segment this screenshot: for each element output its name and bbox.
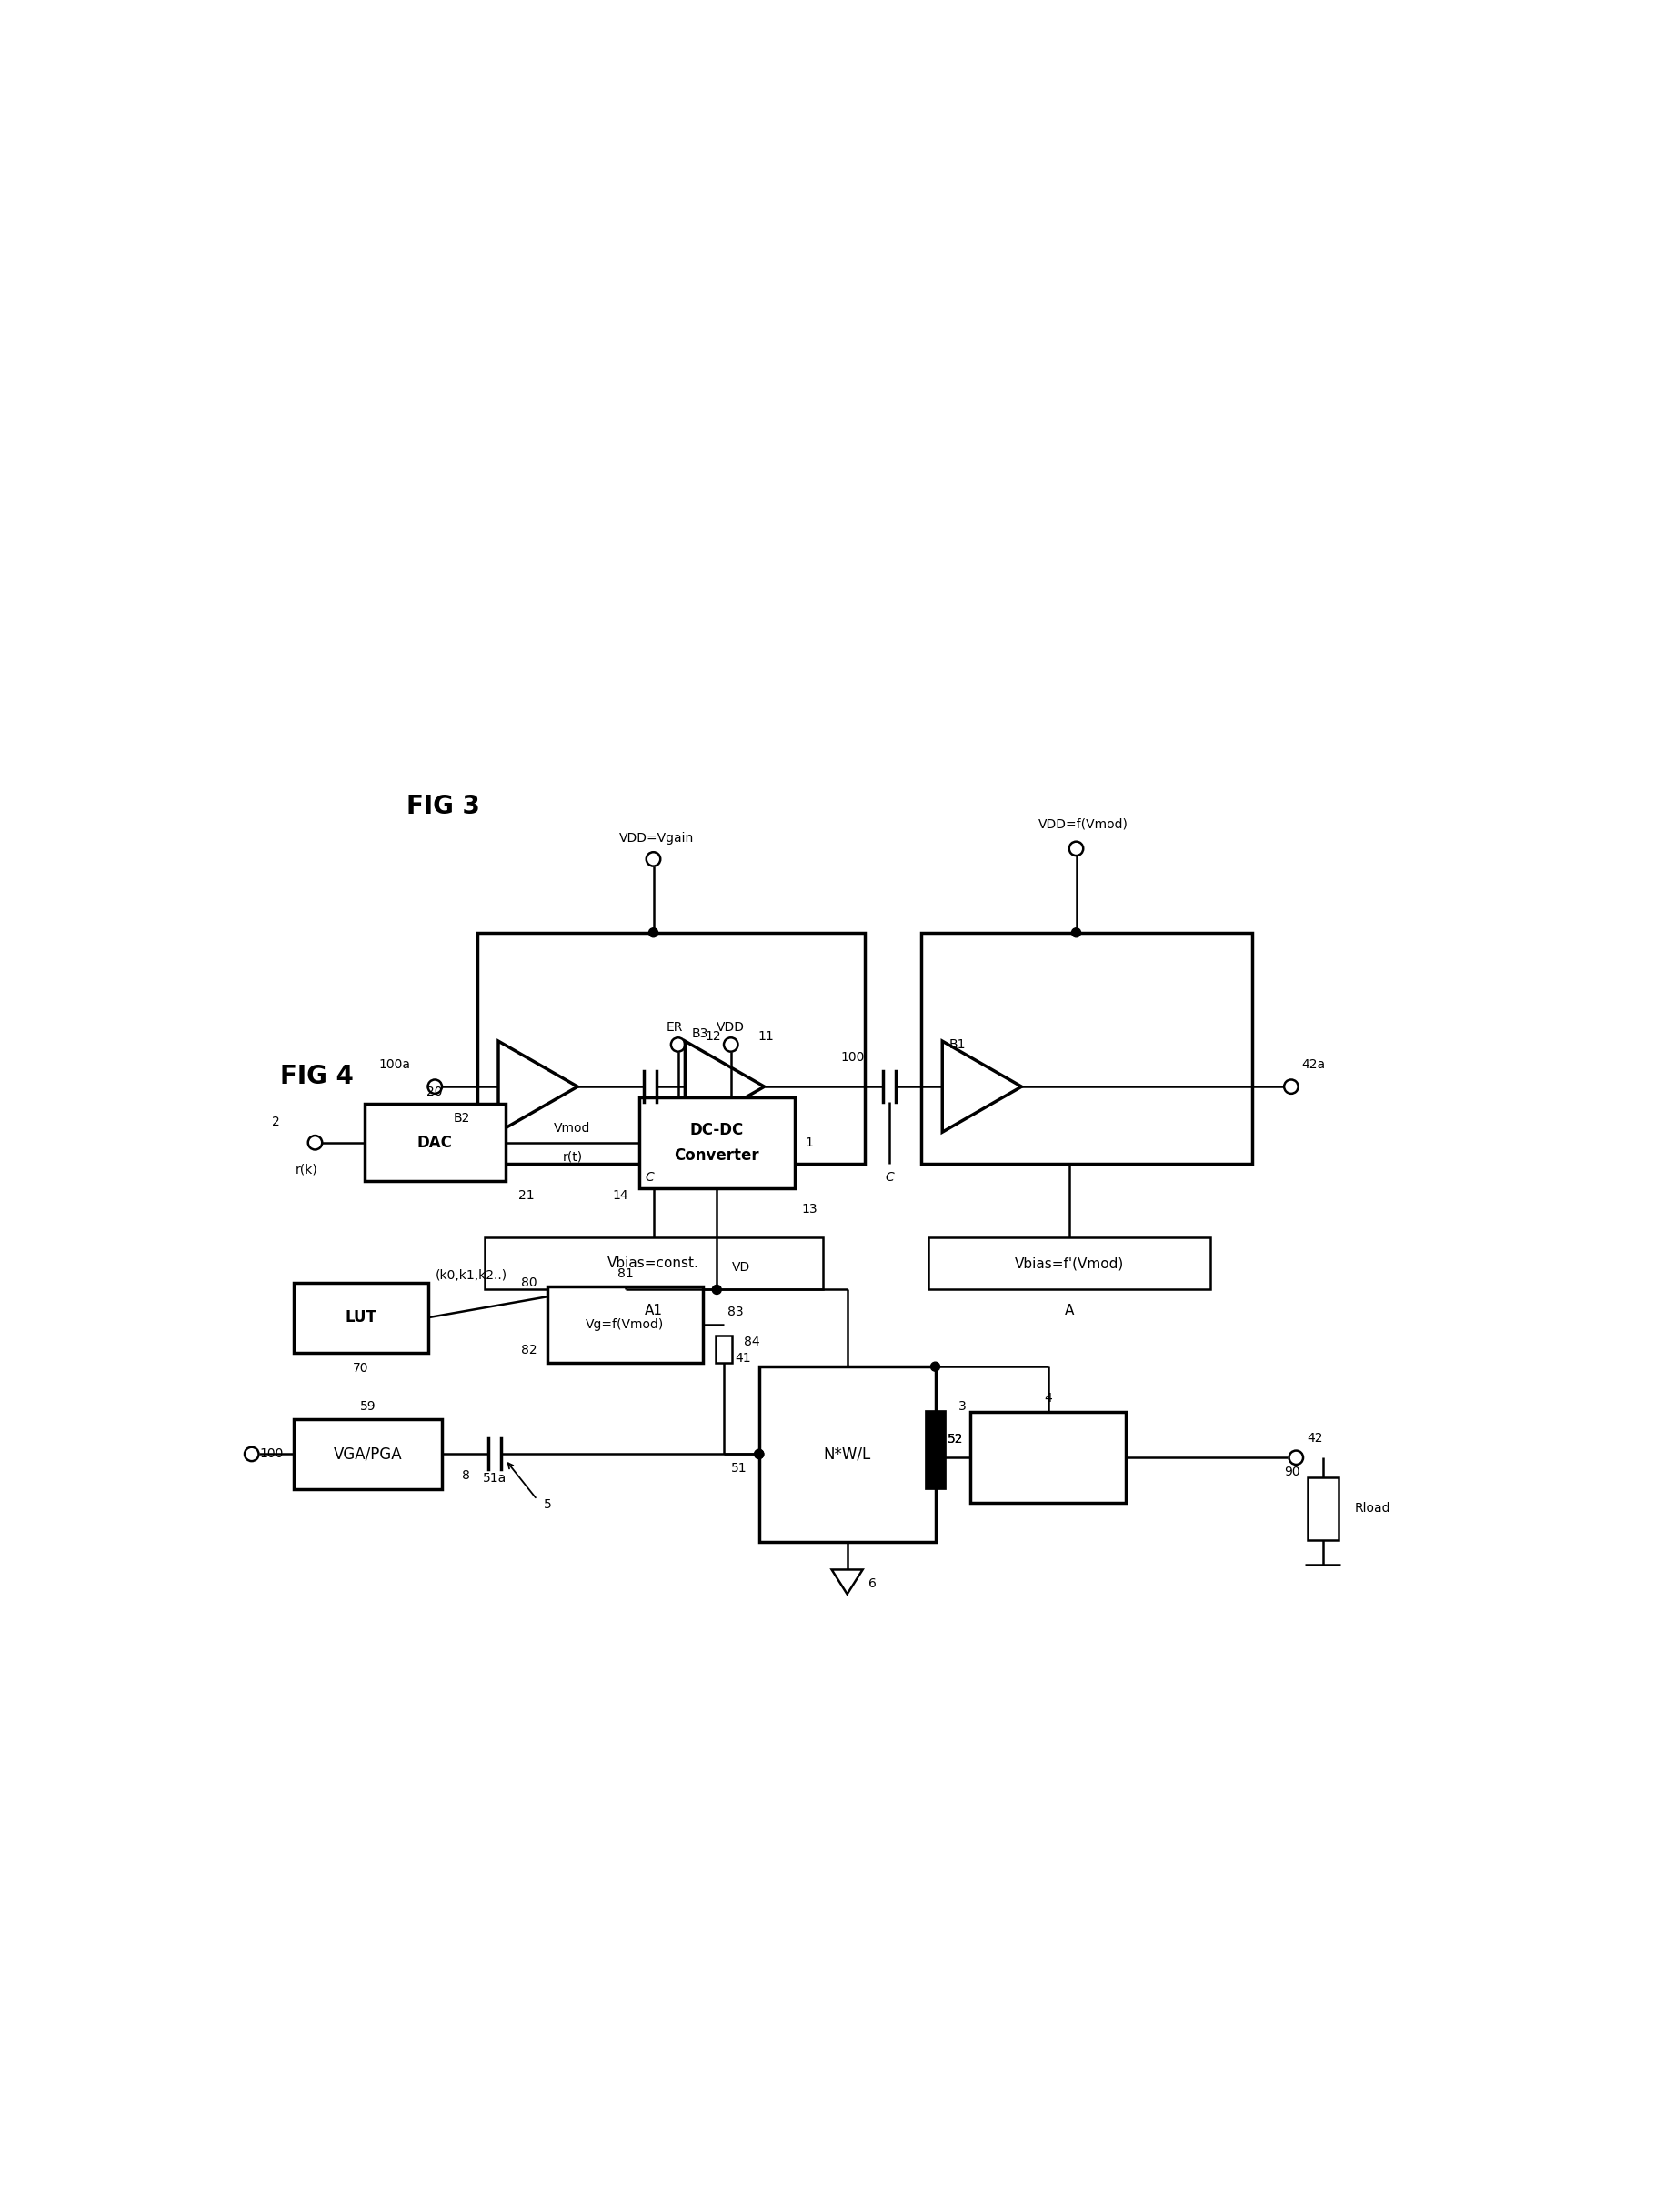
Text: 42: 42 xyxy=(1308,1431,1323,1444)
Text: 100: 100 xyxy=(841,1051,864,1064)
Bar xyxy=(970,1411,1126,1504)
Text: 52: 52 xyxy=(948,1433,963,1447)
Text: 20: 20 xyxy=(427,1086,442,1097)
Bar xyxy=(925,1411,946,1489)
Circle shape xyxy=(931,1363,940,1371)
Bar xyxy=(293,1283,427,1352)
Text: 41: 41 xyxy=(735,1352,750,1365)
Bar xyxy=(1308,1478,1338,1540)
Text: (k0,k1,k2..): (k0,k1,k2..) xyxy=(436,1270,508,1283)
Bar xyxy=(921,933,1253,1164)
Text: r(t): r(t) xyxy=(563,1150,583,1164)
Text: DC-DC: DC-DC xyxy=(690,1121,744,1139)
Bar xyxy=(928,1237,1209,1290)
Text: B1: B1 xyxy=(950,1037,966,1051)
Circle shape xyxy=(754,1449,764,1458)
Text: N*W/L: N*W/L xyxy=(824,1447,871,1462)
Text: Converter: Converter xyxy=(675,1148,759,1164)
Text: 84: 84 xyxy=(744,1336,759,1349)
Text: FIG 4: FIG 4 xyxy=(280,1064,353,1088)
Text: LUT: LUT xyxy=(345,1310,377,1325)
Text: VGA/PGA: VGA/PGA xyxy=(333,1447,402,1462)
Text: FIG 3: FIG 3 xyxy=(407,794,481,818)
Bar xyxy=(293,1420,442,1489)
Text: Vmod: Vmod xyxy=(554,1121,591,1135)
Text: 100: 100 xyxy=(260,1449,283,1460)
Text: 42a: 42a xyxy=(1301,1057,1325,1071)
Text: A: A xyxy=(1064,1303,1074,1318)
Text: 70: 70 xyxy=(353,1363,368,1374)
Bar xyxy=(548,1285,704,1363)
Text: C: C xyxy=(884,1170,894,1183)
Circle shape xyxy=(712,1285,722,1294)
Text: 82: 82 xyxy=(521,1345,538,1356)
Circle shape xyxy=(931,1453,940,1462)
Text: 59: 59 xyxy=(360,1400,375,1413)
Text: 6: 6 xyxy=(868,1577,876,1590)
Text: r(k): r(k) xyxy=(295,1164,318,1175)
Text: VDD: VDD xyxy=(717,1020,745,1033)
Text: 21: 21 xyxy=(518,1188,534,1201)
Circle shape xyxy=(1072,929,1080,938)
Text: Rload: Rload xyxy=(1355,1502,1390,1515)
Text: Vg=f(Vmod): Vg=f(Vmod) xyxy=(586,1318,665,1332)
Text: C: C xyxy=(645,1170,655,1183)
Text: B3: B3 xyxy=(692,1029,709,1040)
Text: VDD=f(Vmod): VDD=f(Vmod) xyxy=(1038,818,1129,830)
Text: 8: 8 xyxy=(462,1469,471,1482)
Text: 3: 3 xyxy=(958,1400,966,1413)
Bar xyxy=(715,1336,732,1363)
Text: 51: 51 xyxy=(730,1462,747,1475)
Bar xyxy=(477,933,864,1164)
Text: 83: 83 xyxy=(727,1305,744,1318)
Text: 90: 90 xyxy=(1285,1464,1300,1478)
Text: VD: VD xyxy=(732,1261,750,1274)
Text: DAC: DAC xyxy=(417,1135,452,1150)
Text: 5: 5 xyxy=(544,1498,553,1511)
Text: 2: 2 xyxy=(271,1115,280,1128)
Text: 81: 81 xyxy=(616,1267,633,1281)
Text: 52: 52 xyxy=(948,1433,963,1447)
Circle shape xyxy=(648,929,658,938)
Text: VDD=Vgain: VDD=Vgain xyxy=(620,832,693,845)
Text: Vbias=const.: Vbias=const. xyxy=(608,1256,698,1270)
Bar xyxy=(759,1367,935,1542)
Text: ER: ER xyxy=(667,1020,683,1033)
Text: 100a: 100a xyxy=(379,1057,410,1071)
Text: 11: 11 xyxy=(757,1031,774,1042)
Text: 12: 12 xyxy=(705,1031,720,1042)
Text: Vbias=f'(Vmod): Vbias=f'(Vmod) xyxy=(1015,1256,1124,1270)
Text: A1: A1 xyxy=(645,1303,662,1318)
Circle shape xyxy=(754,1449,764,1458)
Bar xyxy=(365,1104,506,1181)
Bar xyxy=(484,1237,822,1290)
Text: 13: 13 xyxy=(801,1203,817,1214)
Text: 14: 14 xyxy=(613,1188,628,1201)
Text: 51a: 51a xyxy=(482,1473,508,1484)
Text: 80: 80 xyxy=(521,1276,538,1290)
Text: 4: 4 xyxy=(1044,1391,1052,1405)
Bar xyxy=(640,1097,794,1188)
Text: B2: B2 xyxy=(454,1113,471,1124)
Text: 1: 1 xyxy=(806,1137,812,1148)
